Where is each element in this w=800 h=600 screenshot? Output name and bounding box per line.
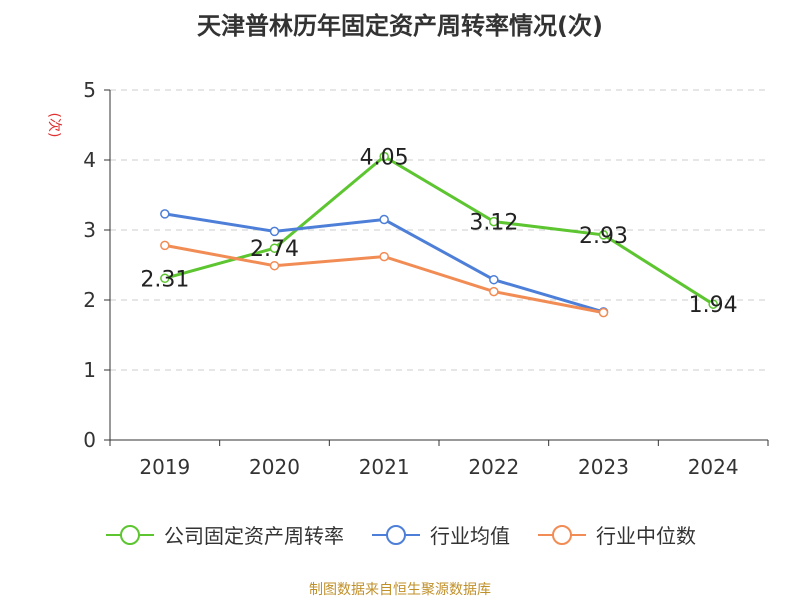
source-footer: 制图数据来自恒生聚源数据库 xyxy=(309,582,491,598)
series-point-0 xyxy=(269,243,280,253)
data-label: 1.94 xyxy=(689,293,738,318)
series-point-2 xyxy=(160,240,170,251)
series-point-0 xyxy=(489,216,499,227)
legend-item-company[interactable]: 公司固定资产周转率 xyxy=(104,520,344,549)
data-label: 3.12 xyxy=(469,211,518,236)
series-point-0 xyxy=(160,273,170,284)
legend-line-marker-icon xyxy=(106,524,154,545)
series-point-0 xyxy=(379,151,389,162)
series-point-2 xyxy=(269,260,280,271)
legend-line-marker-icon xyxy=(538,524,586,545)
legend-label-company: 公司固定资产周转率 xyxy=(164,524,344,548)
series-point-1 xyxy=(160,209,170,219)
x-tick-label: 2019 xyxy=(139,455,190,479)
series-line-0 xyxy=(164,154,714,306)
legend-label-industry-median: 行业中位数 xyxy=(596,524,696,548)
y-tick-label: 1 xyxy=(83,358,96,382)
series-point-0 xyxy=(598,230,609,240)
legend-label-industry-mean: 行业均值 xyxy=(430,524,510,548)
y-tick-label: 3 xyxy=(83,218,96,242)
y-tick-label: 0 xyxy=(83,428,96,452)
series-line-1 xyxy=(164,212,604,314)
legend-line-marker-icon xyxy=(372,524,420,545)
data-label: 2.31 xyxy=(140,267,189,292)
series-point-1 xyxy=(269,226,280,237)
legend: 公司固定资产周转率 行业均值 行业中位数 xyxy=(0,520,800,549)
x-tick-label: 2022 xyxy=(468,455,519,479)
y-tick-label: 5 xyxy=(83,78,96,102)
chart-title: 天津普林历年固定资产周转率情况(次) xyxy=(197,12,603,40)
data-label: 4.05 xyxy=(360,146,409,171)
y-tick-label: 2 xyxy=(83,288,96,312)
series-point-1 xyxy=(379,214,389,225)
x-tick-label: 2020 xyxy=(249,455,300,479)
x-tick-label: 2023 xyxy=(578,455,629,479)
x-tick-label: 2024 xyxy=(688,455,739,479)
y-axis-label: (次) xyxy=(46,113,62,138)
series-point-2 xyxy=(489,286,499,297)
series-point-1 xyxy=(489,274,499,285)
y-tick-label: 4 xyxy=(83,148,96,172)
series-point-2 xyxy=(598,307,609,318)
series-point-2 xyxy=(379,251,389,262)
x-tick-label: 2021 xyxy=(359,455,410,479)
data-label: 2.93 xyxy=(579,224,628,249)
legend-item-industry-mean[interactable]: 行业均值 xyxy=(370,520,510,549)
series-point-0 xyxy=(708,299,718,309)
data-label: 2.74 xyxy=(250,237,299,262)
legend-item-industry-median[interactable]: 行业中位数 xyxy=(536,520,696,549)
